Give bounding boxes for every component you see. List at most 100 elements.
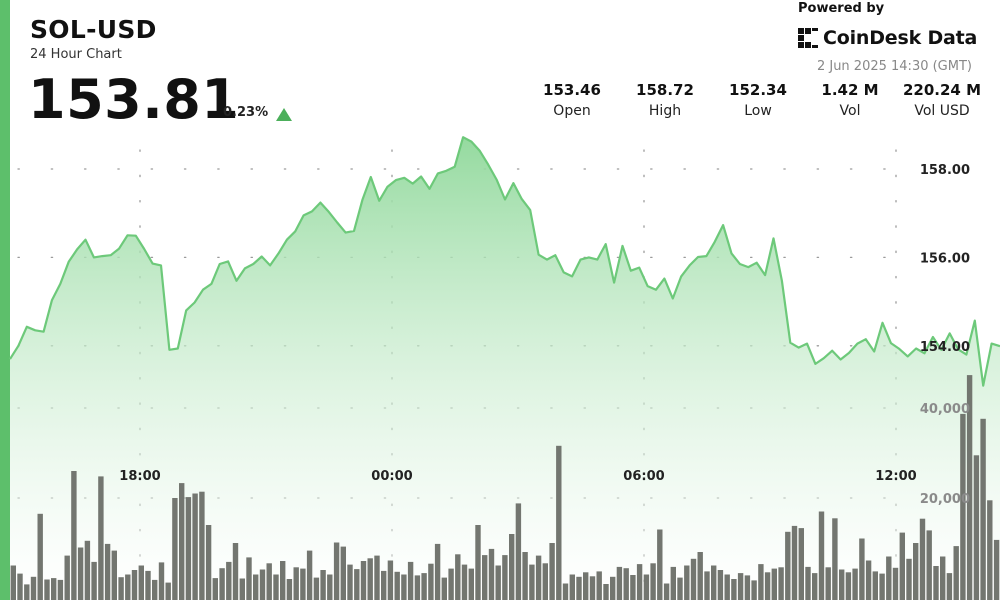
volume-bar — [98, 476, 104, 600]
volume-bar — [104, 543, 111, 600]
volume-bar — [273, 574, 279, 600]
volume-bar — [913, 543, 919, 600]
volume-bar — [636, 564, 643, 600]
volume-bar — [562, 583, 569, 600]
volume-bar — [953, 546, 959, 600]
volume-bar — [327, 574, 333, 600]
volume-bar — [852, 568, 858, 600]
volume-bar — [488, 548, 495, 600]
volume-bar — [966, 375, 973, 600]
volume-bar — [556, 445, 562, 600]
volume-bar — [421, 573, 427, 600]
volume-bar — [832, 518, 838, 600]
volume-bar — [199, 491, 205, 600]
volume-bar — [542, 563, 548, 600]
volume-bar — [239, 578, 245, 600]
volume-bar — [724, 574, 730, 600]
volume-bar — [347, 564, 353, 600]
volume-bar — [111, 550, 117, 600]
volume-bar — [300, 568, 306, 600]
volume-bar — [44, 579, 50, 600]
volume-bar — [172, 498, 178, 600]
volume-bar — [407, 561, 414, 600]
volume-bar — [387, 560, 394, 600]
time-tick-label: 12:00 — [875, 469, 916, 484]
volume-bar — [367, 558, 373, 600]
volume-bar — [919, 518, 926, 600]
price-change: 0.23% — [223, 105, 269, 120]
stat-vol-usd: 220.24 M Vol USD — [900, 80, 984, 122]
volume-bar — [293, 567, 299, 600]
volume-bar — [17, 573, 23, 600]
volume-bar — [812, 573, 818, 600]
volume-bar — [892, 567, 899, 600]
volume-bar — [515, 503, 522, 600]
time-tick-label: 18:00 — [119, 469, 160, 484]
volume-bar — [785, 531, 791, 600]
volume-bar — [64, 555, 70, 600]
volume-bar — [643, 574, 650, 600]
chart-subtitle: 24 Hour Chart — [30, 47, 122, 62]
volume-bar — [219, 568, 225, 600]
volume-bar — [57, 579, 64, 600]
volume-bar — [509, 534, 515, 600]
volume-bar — [158, 562, 165, 600]
coindesk-logo-icon — [798, 28, 818, 48]
price-area-fill — [10, 137, 1000, 600]
volume-bar — [650, 563, 656, 600]
volume-bar — [414, 575, 421, 600]
volume-bar — [751, 580, 757, 600]
volume-bar — [401, 574, 407, 600]
volume-bar — [10, 565, 16, 600]
accent-bar — [0, 0, 10, 600]
volume-bar — [596, 571, 602, 600]
volume-bar — [583, 572, 589, 600]
volume-bar — [475, 525, 481, 600]
volume-bar — [589, 576, 596, 600]
volume-bar — [232, 543, 239, 600]
stat-high: 158.72 High — [614, 80, 716, 122]
volume-bar — [973, 455, 980, 600]
volume-bar — [731, 579, 737, 600]
volume-bar — [529, 564, 535, 600]
stat-value: 153.46 — [543, 81, 601, 99]
volume-tick-label: 20,000 — [920, 492, 970, 507]
volume-bar — [313, 577, 320, 600]
volume-bar — [381, 570, 387, 600]
volume-bar — [495, 565, 501, 600]
volume-bar — [980, 418, 986, 600]
stats-panel: 153.46 Open 158.72 High 152.34 Low 1.42 … — [530, 80, 984, 122]
volume-bar — [468, 568, 474, 600]
volume-bar — [535, 555, 542, 600]
volume-bar — [623, 568, 629, 600]
volume-bar — [872, 571, 878, 600]
volume-bar — [737, 573, 744, 600]
volume-bar — [286, 579, 293, 600]
volume-bar — [886, 556, 892, 600]
volume-bar — [320, 570, 326, 600]
volume-bar — [461, 564, 468, 600]
volume-bar — [764, 572, 771, 600]
stat-value: 220.24 M — [902, 81, 982, 99]
volume-bar — [118, 577, 124, 600]
volume-bar — [434, 543, 441, 600]
volume-bar — [704, 571, 710, 600]
volume-bar — [569, 574, 575, 600]
volume-bar — [859, 538, 865, 600]
volume-bar — [946, 573, 953, 600]
volume-bar — [690, 558, 697, 600]
volume-bar — [933, 566, 939, 600]
volume-bar — [428, 563, 434, 600]
volume-bar — [940, 556, 946, 600]
volume-bar — [778, 567, 784, 600]
volume-bar — [798, 528, 804, 600]
time-tick-label: 06:00 — [623, 469, 664, 484]
volume-bar — [266, 563, 272, 600]
volume-tick-label: 40,000 — [920, 402, 970, 417]
volume-bar — [145, 570, 151, 600]
volume-bar — [212, 578, 218, 600]
stat-open: 153.46 Open — [530, 80, 614, 122]
volume-bar — [455, 554, 461, 600]
volume-bar — [165, 582, 171, 600]
